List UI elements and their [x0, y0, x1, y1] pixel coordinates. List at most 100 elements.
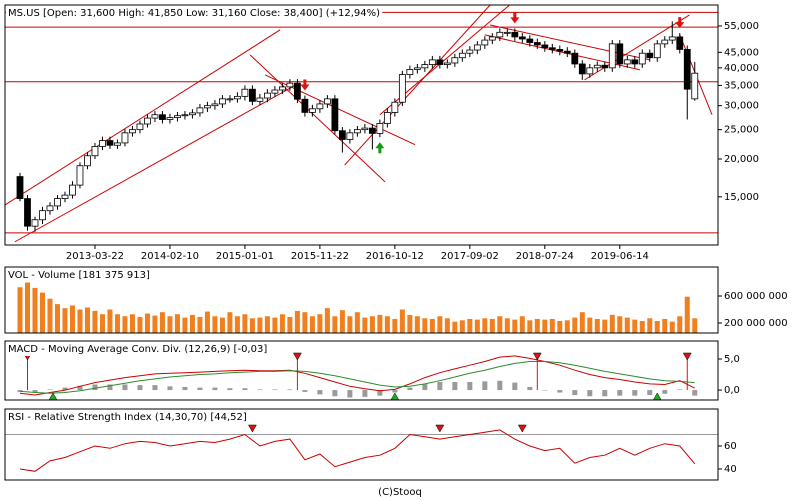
histogram-bar	[407, 387, 413, 391]
histogram-bar	[527, 386, 533, 391]
candle-body	[24, 198, 31, 227]
volume-bar	[167, 316, 173, 333]
candle-body	[503, 31, 511, 34]
sell-signal	[435, 424, 445, 433]
candle-body	[39, 210, 46, 221]
y-tick-label: 20,000	[724, 154, 759, 165]
volume-bar	[249, 318, 255, 333]
histogram-bar	[227, 388, 233, 391]
volume-bar	[32, 287, 38, 333]
volume-bar	[309, 316, 315, 333]
volume-bar	[572, 317, 578, 333]
volume-bar	[54, 304, 60, 333]
candle-body	[631, 59, 639, 65]
panel-border	[4, 408, 719, 481]
histogram-bar	[182, 386, 188, 391]
candle-body	[526, 38, 534, 43]
histogram-bar	[542, 390, 548, 391]
volume-bar	[212, 316, 218, 333]
y-tick-label: 55,000	[724, 21, 759, 32]
candle-body	[413, 67, 421, 70]
histogram-bar	[512, 382, 518, 391]
candle-body	[144, 117, 151, 125]
y-tick-label: 40,000	[724, 63, 759, 74]
volume-bar	[242, 314, 248, 333]
buy-signal	[652, 392, 662, 400]
volume-bar	[437, 316, 443, 333]
volume-bar	[654, 320, 660, 333]
y-tick-label: 600 000 000	[724, 291, 788, 302]
candle-body	[114, 142, 121, 146]
volume-bar	[624, 317, 630, 333]
volume-bar	[692, 318, 698, 333]
candle-body	[518, 36, 526, 40]
candle-body	[151, 114, 159, 119]
x-tick-label: 2015-01-01	[216, 251, 274, 262]
candle-body	[676, 36, 684, 50]
volume-bar	[369, 316, 375, 333]
volume-bar	[144, 313, 150, 333]
candle-body	[308, 108, 316, 113]
volume-bar	[602, 319, 608, 333]
histogram-bar	[122, 384, 128, 391]
panel-title: RSI - Relative Strength Index (14,30,70)…	[8, 412, 247, 423]
sell-signal	[247, 424, 257, 433]
trend-line	[14, 82, 300, 243]
panel-border	[4, 340, 719, 401]
histogram-bar	[557, 390, 563, 393]
volume-bar	[152, 315, 158, 333]
volume-bar	[497, 316, 503, 333]
sell-signal	[675, 17, 685, 29]
candle-body	[586, 67, 594, 75]
histogram-bar	[197, 387, 203, 391]
candle-body	[249, 88, 256, 102]
candle-body	[136, 123, 144, 131]
volume-bar	[159, 312, 165, 333]
volume-bar	[504, 318, 510, 333]
histogram-bar	[137, 385, 143, 391]
volume-bar	[137, 316, 143, 333]
candle-body	[511, 31, 519, 38]
volume-bar	[92, 310, 98, 333]
volume-bar	[549, 318, 555, 333]
trend-line	[344, 5, 491, 166]
candle-body	[646, 52, 654, 59]
candle-body	[398, 74, 406, 103]
volume-bar	[39, 292, 45, 333]
histogram-bar	[152, 385, 158, 391]
histogram-bar	[347, 390, 353, 398]
panel-title: MACD - Moving Average Conv. Div. (12,26,…	[8, 344, 267, 355]
volume-bar	[362, 317, 368, 333]
histogram-bar	[422, 383, 428, 391]
candle-body	[601, 64, 609, 69]
volume-bar	[639, 320, 645, 333]
volume-bar	[302, 312, 308, 333]
panel-border	[4, 4, 719, 246]
volume-bar	[542, 319, 548, 333]
candle-body	[548, 47, 556, 50]
panel-title: VOL - Volume [181 375 913]	[8, 270, 150, 281]
histogram-bar	[662, 390, 668, 394]
trend-line	[249, 54, 386, 183]
volume-bar	[534, 318, 540, 333]
volume-bar	[684, 296, 690, 333]
y-tick-label: 0,0	[724, 385, 740, 396]
volume-bar	[587, 317, 593, 333]
histogram-bar	[452, 381, 458, 391]
y-tick-label: 25,000	[724, 125, 759, 136]
x-tick-label: 2019-06-14	[591, 251, 649, 262]
histogram-bar	[302, 390, 308, 392]
candle-body	[76, 165, 84, 186]
volume-bar	[182, 317, 188, 333]
candle-body	[293, 82, 301, 100]
candle-body	[316, 103, 324, 110]
histogram-bar	[497, 380, 503, 391]
candle-body	[159, 114, 166, 120]
candle-body	[174, 115, 181, 118]
histogram-bar	[392, 390, 398, 393]
sell-signal	[300, 79, 310, 91]
panel-title-background	[6, 411, 249, 424]
histogram-bar	[377, 390, 383, 396]
histogram-bar	[242, 388, 248, 391]
